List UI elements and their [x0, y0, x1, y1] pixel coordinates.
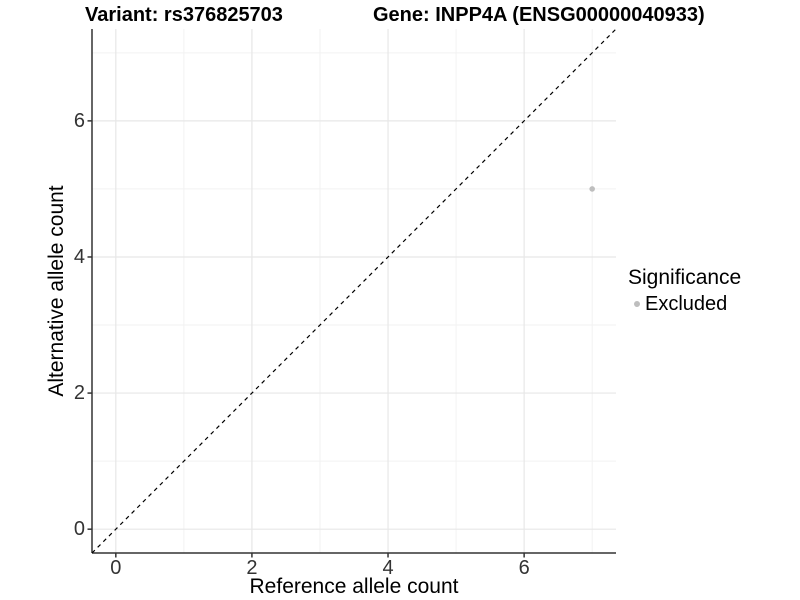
legend-item: Excluded [628, 292, 741, 316]
y-tick-label: 6 [73, 109, 85, 132]
legend-items: Excluded [628, 292, 741, 316]
legend-title: Significance [628, 266, 742, 289]
x-tick-label: 2 [246, 557, 258, 579]
legend-point-icon [634, 301, 640, 307]
y-tick-label: 4 [73, 245, 85, 268]
identity-dashed-line [91, 28, 617, 554]
x-axis-title: Reference allele count [249, 575, 459, 598]
variant-title: Variant: rs376825703 [85, 4, 283, 26]
legend-item-label: Excluded [645, 293, 728, 315]
x-tick-label: 0 [110, 557, 122, 579]
legend: Significance Excluded [628, 265, 741, 316]
data-point [589, 186, 595, 192]
x-tick-label: 4 [382, 557, 394, 579]
gene-title: Gene: INPP4A (ENSG00000040933) [373, 4, 705, 26]
x-tick-label: 6 [518, 557, 530, 579]
y-tick-label: 2 [73, 382, 85, 405]
y-tick-label: 0 [73, 518, 85, 541]
y-axis-title: Alternative allele count [45, 185, 68, 397]
